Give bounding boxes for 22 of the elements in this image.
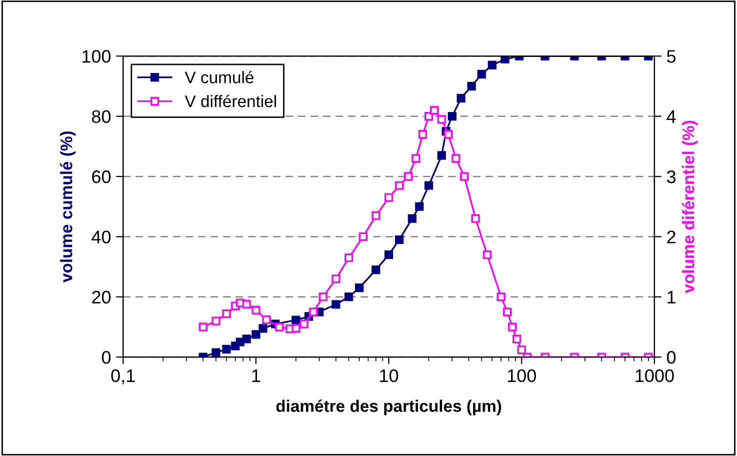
y2-tick-label: 4 [666, 110, 676, 123]
y2-tick-label: 0 [666, 350, 676, 364]
x-tick-label: 1000 [636, 369, 674, 382]
x-tick-label: 0,1 [111, 369, 135, 384]
x-tick-label: 100 [508, 369, 536, 382]
y-tick-label: 20 [92, 290, 111, 304]
x-tick-label: 1 [252, 370, 260, 382]
y2-tick-label: 2 [667, 230, 676, 244]
x-axis-title: diamétre des particules (µm) [276, 400, 502, 416]
y-tick-label: 80 [92, 110, 111, 123]
legend-label: V cumulé [184, 70, 254, 84]
x-tick-label: 10 [380, 369, 398, 382]
y-tick-label: 60 [92, 170, 111, 184]
y-tick-label: 40 [92, 230, 111, 244]
legend-label: V différentiel [184, 94, 276, 108]
y2-tick-label: 1 [668, 290, 676, 304]
y-tick-label: 0 [102, 350, 111, 364]
y-tick-label: 100 [82, 50, 111, 63]
y2-tick-label: 5 [666, 50, 676, 63]
y2-tick-label: 3 [666, 170, 676, 184]
y2-axis-title: volume diférentiel (%) [682, 120, 698, 294]
y-axis-title: volume cumulé (%) [60, 131, 76, 282]
